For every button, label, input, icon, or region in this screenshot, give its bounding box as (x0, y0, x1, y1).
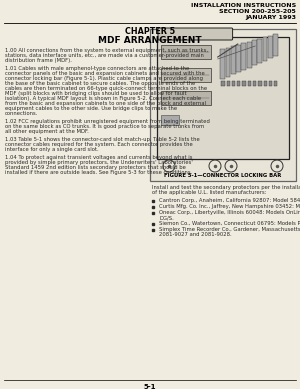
Text: connector locking bar (Figure 5-1). Plastic cable clamps are provided along: connector locking bar (Figure 5-1). Plas… (5, 76, 203, 81)
Bar (221, 81, 225, 86)
Text: interface for only a single card slot.: interface for only a single card slot. (5, 147, 99, 152)
Text: FIGURE 5-1—CONNECTOR LOCKING BAR: FIGURE 5-1—CONNECTOR LOCKING BAR (164, 172, 282, 177)
Bar (242, 43, 246, 70)
Text: provided by simple primary protectors, the Underwriters' Laboratories': provided by simple primary protectors, t… (5, 160, 193, 165)
Text: 1.02 FCC regulations prohibit unregistered equipment from being terminated: 1.02 FCC regulations prohibit unregister… (5, 119, 210, 124)
Bar (161, 68, 211, 82)
Bar (237, 81, 241, 86)
Text: from the basic and expansion cabinets to one side of the block and external: from the basic and expansion cabinets to… (5, 101, 206, 106)
Bar (274, 81, 278, 86)
Bar (258, 81, 262, 86)
Bar (161, 115, 178, 125)
Bar (236, 44, 241, 72)
Bar (161, 45, 211, 59)
Text: connector panels of the basic and expansion cabinets and secured with the: connector panels of the basic and expans… (5, 71, 205, 76)
FancyBboxPatch shape (158, 28, 232, 40)
Bar (157, 37, 289, 159)
Bar (150, 29, 296, 181)
Text: cables are then terminated on 66-type quick-connect terminal blocks on the: cables are then terminated on 66-type qu… (5, 86, 207, 91)
Text: equipment cables to the other side. Use bridge clips to make the: equipment cables to the other side. Use … (5, 106, 177, 111)
Text: Curtis Mfg. Co. Inc., Jaffrey, New Hampshire 03452: Model Diamond Chip.: Curtis Mfg. Co. Inc., Jaffrey, New Hamps… (159, 204, 300, 209)
Bar (253, 81, 256, 86)
Bar (232, 81, 235, 86)
Bar (247, 42, 251, 68)
Text: distribution frame (MDF).: distribution frame (MDF). (5, 58, 72, 63)
Text: CHAPTER 5: CHAPTER 5 (125, 27, 175, 36)
Text: Simplex Time Recorder Co., Gardener, Massachusetts 01440: Models: Simplex Time Recorder Co., Gardener, Mas… (159, 227, 300, 232)
Bar (248, 81, 251, 86)
Bar (226, 47, 230, 77)
Bar (262, 37, 267, 61)
Text: all other equipment at the MDF.: all other equipment at the MDF. (5, 129, 89, 134)
Bar (161, 91, 211, 105)
Text: INSTALLATION INSTRUCTIONS: INSTALLATION INSTRUCTIONS (191, 3, 296, 8)
Text: the base of the basic cabinet to secure cables. The opposite ends of the: the base of the basic cabinet to secure … (5, 81, 195, 86)
Bar (220, 49, 225, 79)
Text: 5-1: 5-1 (144, 384, 156, 389)
Text: DG/S.: DG/S. (159, 215, 174, 220)
Bar (268, 35, 273, 58)
Text: 1.01 Cables with male amphenol-type connectors are attached to the: 1.01 Cables with male amphenol-type conn… (5, 66, 189, 71)
Text: connector cables required for the system. Each connector provides the: connector cables required for the system… (5, 142, 193, 147)
Bar (252, 40, 257, 65)
Text: MDF ARRANGEMENT: MDF ARRANGEMENT (98, 36, 202, 45)
Text: stations, data interface units, etc., are made via a customer-provided main: stations, data interface units, etc., ar… (5, 53, 204, 58)
Text: isolation). A typical MDF layout is shown in Figure 5-2. Connect each cable: isolation). A typical MDF layout is show… (5, 96, 201, 101)
Text: Oneac Corp., Libertyville, Illinois 60048: Models OnLine 614 and OnLine: Oneac Corp., Libertyville, Illinois 6004… (159, 210, 300, 215)
Bar (264, 81, 267, 86)
Bar (231, 46, 236, 74)
Bar (257, 39, 262, 63)
Text: of the applicable U.L. listed manufacturers:: of the applicable U.L. listed manufactur… (152, 190, 266, 195)
Text: on the same block as CO trunks. It is good practice to separate trunks from: on the same block as CO trunks. It is go… (5, 124, 204, 129)
Text: MDF (split blocks with bridging clips should be used to allow for fault: MDF (split blocks with bridging clips sh… (5, 91, 187, 96)
Bar (273, 34, 278, 56)
Bar (242, 81, 246, 86)
Text: Siemon Co., Watertown, Connecticut 06795: Models PM-2305 and CPM-2 Plus.: Siemon Co., Watertown, Connecticut 06795… (159, 221, 300, 226)
Text: JANUARY 1993: JANUARY 1993 (245, 15, 296, 20)
Text: Install and test the secondary protectors per the installation instructions: Install and test the secondary protector… (152, 185, 300, 190)
Text: Standard 1459 2nd edition lists secondary protectors that should be: Standard 1459 2nd edition lists secondar… (5, 165, 186, 170)
Text: 1.04 To protect against transient voltages and currents beyond what is: 1.04 To protect against transient voltag… (5, 155, 193, 160)
Text: 1.03 Table 5-1 shows the connector-card slot match-up. Table 5-2 lists the: 1.03 Table 5-1 shows the connector-card … (5, 137, 200, 142)
Text: SECTION 200-255-205: SECTION 200-255-205 (219, 9, 296, 14)
Text: 1.00 All connections from the system to external equipment, such as trunks,: 1.00 All connections from the system to … (5, 48, 208, 53)
Text: Cantron Corp., Anaheim, California 92807: Model 58450.: Cantron Corp., Anaheim, California 92807… (159, 198, 300, 203)
Bar (269, 81, 272, 86)
Bar (226, 81, 230, 86)
Text: connections.: connections. (5, 111, 38, 116)
Text: 2081-9027 and 2081-9028.: 2081-9027 and 2081-9028. (159, 232, 232, 237)
Text: installed if there are outside leads. See Figure 5-3 for these conditions.: installed if there are outside leads. Se… (5, 170, 192, 175)
